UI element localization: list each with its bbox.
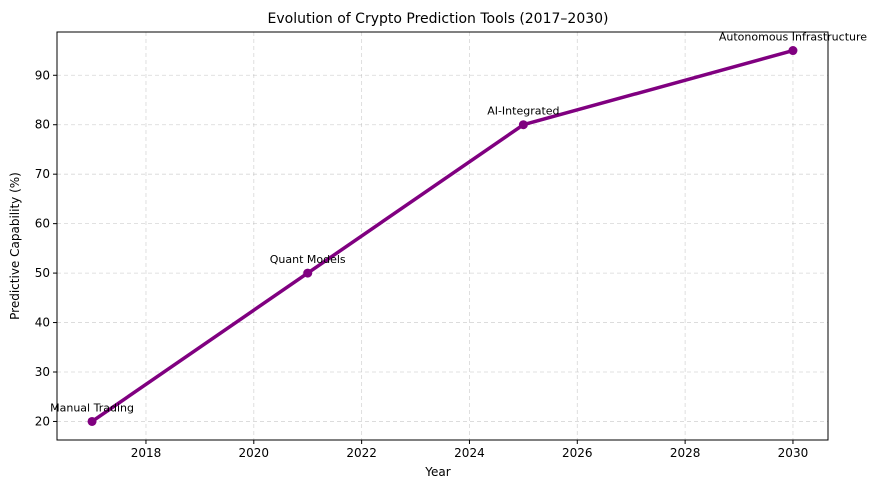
x-tick-label: 2030	[778, 446, 809, 460]
plot-area-frame	[56, 31, 829, 441]
point-annotation: Quant Models	[270, 253, 346, 266]
annotations: Manual Trading Quant Models AI-Integrated A…	[50, 31, 867, 415]
x-axis: 2018 2020 2022 2024 2026 2028 2030	[131, 440, 809, 460]
x-tick-label: 2024	[454, 446, 485, 460]
point-annotation: Autonomous Infrastructure	[719, 31, 867, 44]
x-tick-label: 2026	[562, 446, 593, 460]
y-tick-label: 60	[35, 217, 50, 231]
data-point	[303, 268, 313, 278]
data-point	[87, 416, 97, 426]
y-tick-label: 20	[35, 414, 50, 428]
point-annotation: AI-Integrated	[487, 105, 559, 118]
x-tick-label: 2018	[131, 446, 162, 460]
y-tick-label: 80	[35, 118, 50, 132]
series-line	[90, 48, 795, 424]
series-layer	[87, 46, 798, 426]
data-point	[518, 120, 528, 130]
y-axis: 20 30 40 50 60 70 80 90	[35, 68, 57, 428]
y-tick-label: 90	[35, 68, 50, 82]
chart-title: Evolution of Crypto Prediction Tools (20…	[268, 11, 609, 27]
y-axis-label: Predictive Capability (%)	[8, 172, 22, 320]
x-tick-label: 2028	[670, 446, 701, 460]
y-tick-label: 70	[35, 167, 50, 181]
y-tick-label: 30	[35, 365, 50, 379]
data-point	[788, 46, 798, 56]
x-axis-label: Year	[424, 465, 450, 479]
point-annotation: Manual Trading	[50, 401, 134, 414]
y-tick-label: 40	[35, 316, 50, 330]
x-tick-label: 2020	[239, 446, 270, 460]
grid	[57, 32, 828, 440]
y-tick-label: 50	[35, 266, 50, 280]
x-tick-label: 2022	[346, 446, 377, 460]
